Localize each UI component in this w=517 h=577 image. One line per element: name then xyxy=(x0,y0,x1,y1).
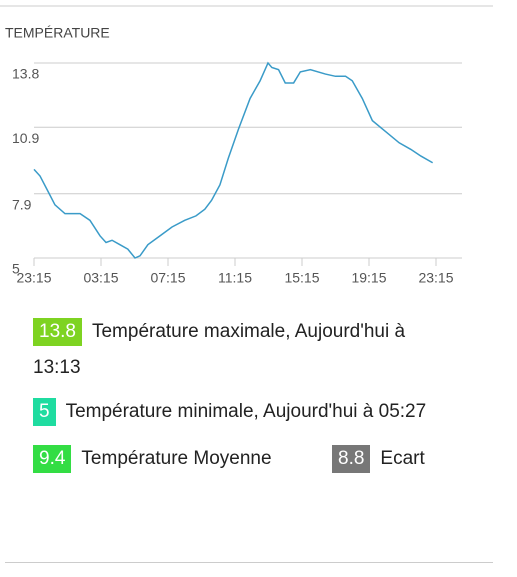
y-tick-label: 13.8 xyxy=(12,66,39,82)
stat: 13.8 Température maximale, Aujourd'hui à … xyxy=(33,314,453,386)
stat-label: Température maximale, Aujourd'hui à 13:1… xyxy=(33,321,406,378)
temperature-line xyxy=(33,61,434,259)
y-tick-label: 10.9 xyxy=(12,130,39,146)
x-tick-label: 11:15 xyxy=(218,270,252,286)
stat-badge: 13.8 xyxy=(33,318,82,346)
y-tick-label: 7.9 xyxy=(12,196,32,212)
chart-title: TEMPÉRATURE xyxy=(5,25,110,41)
y-tick-label: 5 xyxy=(12,261,20,277)
x-tick-label: 23:15 xyxy=(16,270,51,286)
stat-label: Température Moyenne xyxy=(81,448,272,469)
stat-badge: 9.4 xyxy=(33,445,72,473)
x-tick-label: 23:15 xyxy=(418,270,453,286)
x-tick-label: 19:15 xyxy=(351,270,386,286)
stat: 5 Température minimale, Aujourd'hui à 05:… xyxy=(33,394,503,430)
x-tick-label: 07:15 xyxy=(150,270,185,286)
stat-badge: 8.8 xyxy=(332,445,371,473)
chart: TEMPÉRATURE 5 7.9 10.9 13.8 23:15 03:15 07:15 1… xyxy=(0,5,493,286)
bottom-rule xyxy=(5,562,493,563)
x-tick-label: 15:15 xyxy=(284,270,319,286)
stat-label: Ecart xyxy=(380,448,425,469)
x-tick-label: 03:15 xyxy=(83,270,118,286)
stat: 9.4 Température Moyenne xyxy=(33,441,323,477)
stat-badge: 5 xyxy=(33,398,56,426)
stat: 8.8 Ecart xyxy=(332,441,482,477)
stat-label: Température minimale, Aujourd'hui à 05:2… xyxy=(65,401,427,422)
